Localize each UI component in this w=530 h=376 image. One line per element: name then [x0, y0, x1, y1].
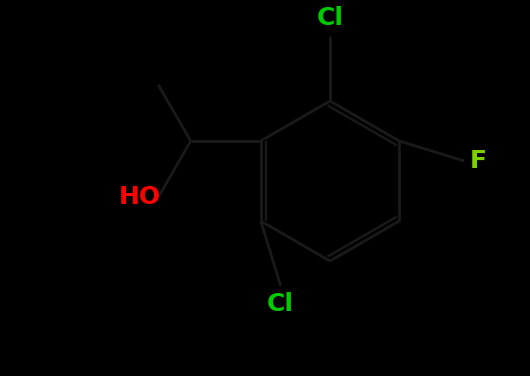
Text: HO: HO [119, 185, 161, 209]
Text: F: F [470, 149, 487, 173]
Text: Cl: Cl [267, 292, 294, 316]
Text: Cl: Cl [316, 6, 343, 30]
